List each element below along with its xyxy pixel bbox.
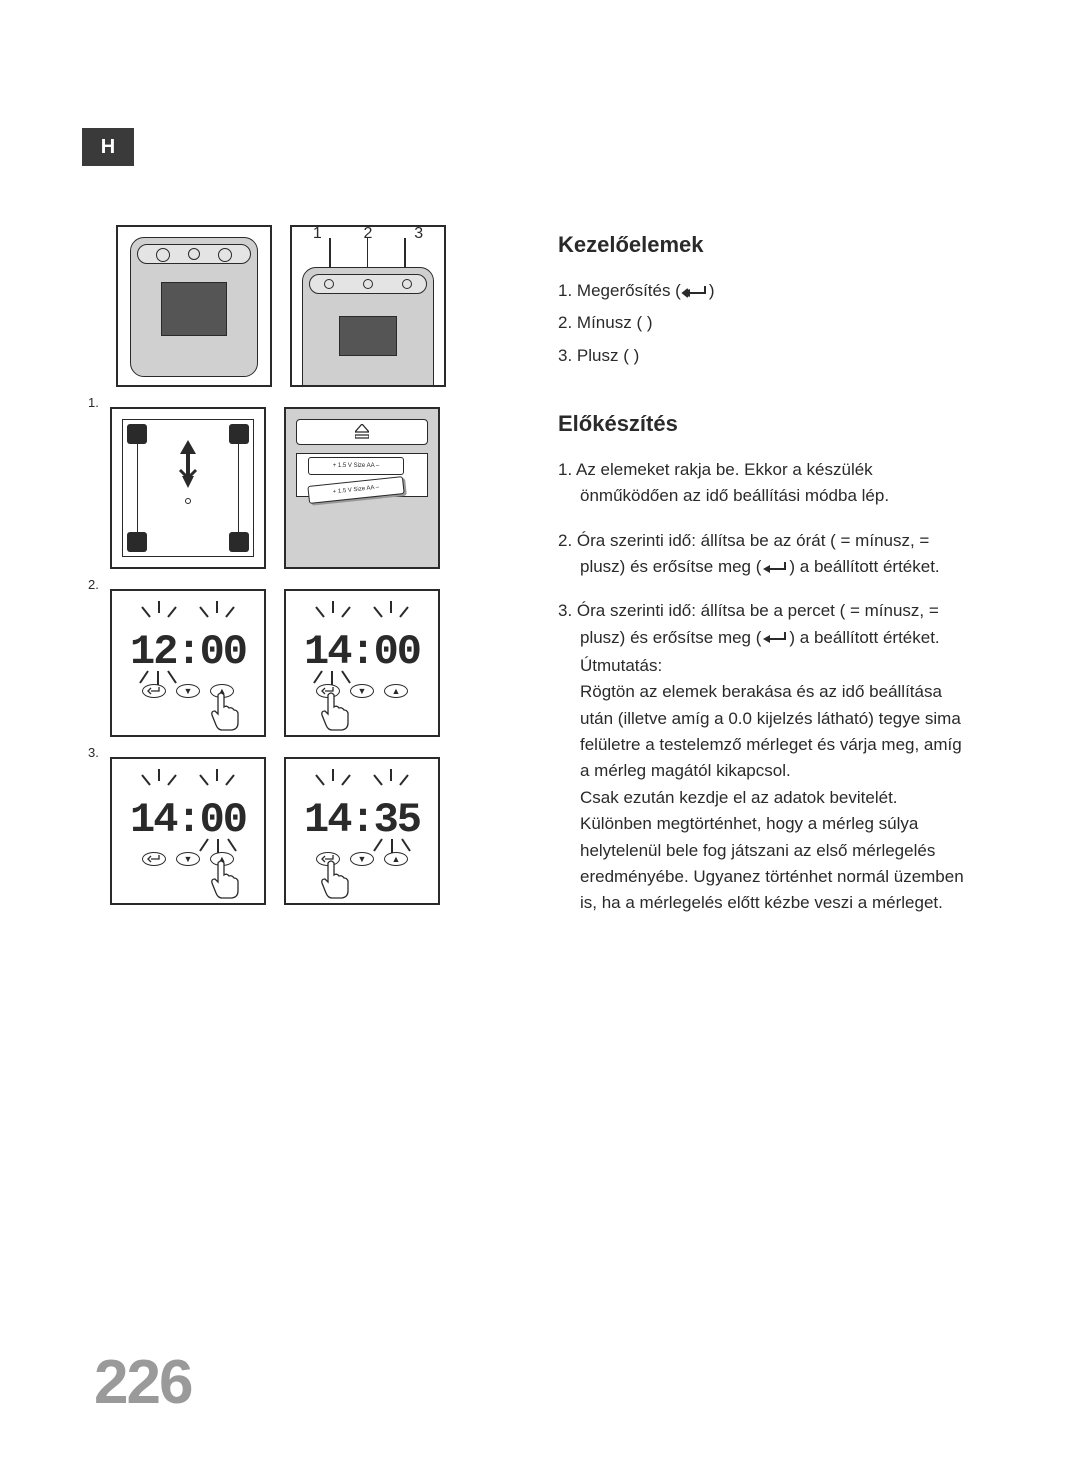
enter-arrow-icon	[761, 561, 789, 575]
controls-list: 1. Megerősítés () 2. Mínusz ( ) 3. Plusz…	[558, 278, 968, 369]
figure-display-1435: 14:35 ▼ ▲	[284, 757, 440, 905]
figure-display-1400: 14:00 ▼ ▲	[284, 589, 440, 737]
figure-number: 3.	[88, 745, 99, 760]
enter-icon	[142, 852, 166, 866]
figures-column: 1 2 3 1.	[92, 225, 462, 925]
hint-label: Útmutatás:	[580, 653, 968, 679]
figure-row: 2. 12:00 ▼ ▲	[92, 589, 462, 737]
enter-arrow-icon	[681, 285, 709, 299]
page-number: 226	[94, 1347, 191, 1418]
figure-scale-underside	[110, 407, 266, 569]
figure-row: 1. + 1.5 V Size AA – + 1.5 V Size AA –	[92, 407, 462, 569]
hint-text: Rögtön az elemek berakása és az idő beál…	[580, 679, 968, 916]
list-item: 2. Óra szerinti idő: állítsa be az órát …	[558, 528, 968, 581]
text-column: Kezelőelemek 1. Megerősítés () 2. Mínusz…	[558, 232, 968, 923]
list-item: 1. Megerősítés ()	[558, 278, 968, 304]
figure-battery-insert: + 1.5 V Size AA – + 1.5 V Size AA –	[284, 407, 440, 569]
hand-icon	[208, 859, 242, 899]
battery-label: + 1.5 V Size AA –	[308, 457, 404, 475]
tab-letter: H	[101, 136, 115, 159]
list-item: 3. Óra szerinti idő: állítsa be a percet…	[558, 598, 968, 916]
hand-icon	[208, 691, 242, 731]
page-tab: H	[82, 128, 134, 166]
figure-row: 1 2 3	[116, 225, 462, 387]
heading-controls: Kezelőelemek	[558, 232, 968, 258]
figure-row: 3. 14:00 ▼ ▲ 14:35	[92, 757, 462, 905]
figure-number: 1.	[88, 395, 99, 410]
eject-icon	[355, 424, 369, 440]
list-item: 3. Plusz ( )	[558, 343, 968, 369]
preparation-list: 1. Az elemeket rakja be. Ekkor a készülé…	[558, 457, 968, 917]
list-item: 1. Az elemeket rakja be. Ekkor a készülé…	[558, 457, 968, 510]
heading-preparation: Előkészítés	[558, 411, 968, 437]
up-icon: ▲	[384, 684, 408, 698]
enter-arrow-icon	[761, 631, 789, 645]
hand-icon	[318, 691, 352, 731]
hand-icon	[318, 859, 352, 899]
figure-display-1200: 12:00 ▼ ▲	[110, 589, 266, 737]
figure-scale-buttons: 1 2 3	[290, 225, 446, 387]
figure-scale-topview	[116, 225, 272, 387]
figure-display-1400b: 14:00 ▼ ▲	[110, 757, 266, 905]
list-item: 2. Mínusz ( )	[558, 310, 968, 336]
figure-number: 2.	[88, 577, 99, 592]
